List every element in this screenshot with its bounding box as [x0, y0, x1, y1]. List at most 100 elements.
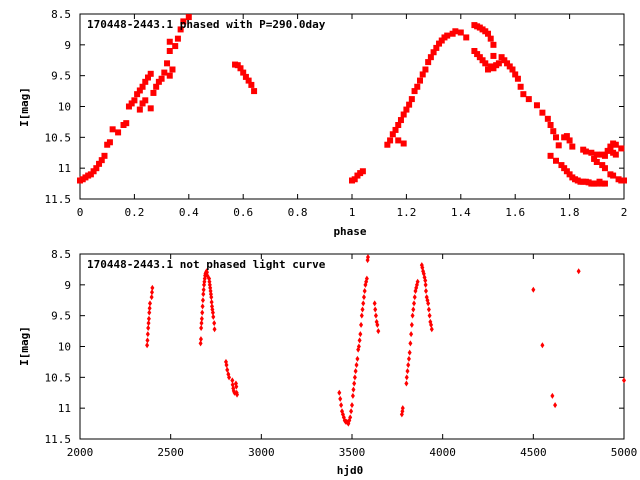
phased-data-point — [96, 160, 103, 167]
unphased-data-point — [405, 368, 410, 375]
unphased-data-point — [376, 328, 381, 335]
unphased-data-point — [404, 374, 409, 381]
unphased-data-point — [429, 321, 434, 328]
phased-data-point — [591, 155, 598, 162]
unphased-data-point — [408, 340, 413, 347]
unphased-data-point — [147, 300, 152, 307]
phased-data-point — [566, 137, 573, 144]
phased-data-point — [384, 141, 391, 148]
phased-data-point — [134, 91, 141, 98]
unphased-data-point — [373, 306, 378, 313]
phased-data-point — [180, 18, 187, 25]
phased-data-point — [533, 102, 540, 109]
phased-data-point — [422, 66, 429, 73]
phased-data-point — [599, 162, 606, 169]
phased-y-tick-label: 11 — [58, 162, 71, 175]
phased-data-point — [411, 88, 418, 95]
unphased-data-point — [145, 342, 150, 349]
unphased-data-point — [553, 402, 558, 409]
unphased-data-point — [199, 325, 204, 331]
phased-data-point — [177, 26, 184, 33]
phased-data-point — [433, 44, 440, 51]
phased-data-point — [612, 141, 619, 148]
phased-data-point — [101, 152, 108, 159]
unphased-data-point — [224, 362, 229, 368]
phased-x-tick-label: 0.6 — [233, 206, 253, 219]
phased-data-point — [136, 87, 143, 94]
unphased-data-point — [212, 326, 217, 333]
unphased-data-point — [364, 275, 369, 282]
phased-data-point — [136, 106, 143, 113]
unphased-data-point — [360, 306, 365, 313]
unphased-data-point — [349, 408, 354, 415]
phased-data-point — [436, 40, 443, 47]
unphased-data-point — [412, 294, 417, 301]
unphased-data-point — [198, 340, 203, 347]
phased-data-point — [498, 54, 505, 61]
unphased-data-point — [404, 380, 409, 387]
phased-y-axis-label: I[mag] — [18, 87, 31, 127]
unphased-data-point — [358, 331, 363, 338]
phased-data-point — [155, 78, 162, 85]
unphased-data-point — [149, 289, 154, 296]
unphased-data-point — [550, 392, 555, 399]
phased-data-point — [161, 69, 168, 76]
unphased-data-point — [339, 402, 344, 409]
phased-x-tick-label: 1 — [349, 206, 356, 219]
phased-data-point — [485, 66, 491, 73]
phased-data-point — [563, 133, 570, 140]
phased-data-point — [145, 74, 151, 81]
unphased-chart-title: 170448-2443.1 not phased light curve — [87, 258, 326, 271]
phased-data-point — [142, 97, 149, 104]
phased-data-point — [612, 151, 619, 158]
phased-data-point — [87, 171, 94, 178]
unphased-data-point — [353, 368, 358, 375]
unphased-data-point — [361, 294, 366, 301]
phased-x-tick-label: 1.2 — [396, 206, 416, 219]
unphased-data-point — [373, 312, 378, 319]
unphased-data-point — [149, 294, 154, 301]
unphased-data-point — [361, 300, 366, 307]
phased-data-point — [566, 171, 573, 178]
phased-data-point — [139, 100, 146, 107]
phased-data-point — [463, 34, 470, 41]
phased-x-tick-label: 1.6 — [505, 206, 525, 219]
phased-y-tick-label: 11.5 — [45, 193, 72, 206]
phased-data-point — [417, 77, 423, 84]
phased-plot-frame — [79, 13, 625, 200]
unphased-data-point — [356, 343, 361, 350]
phased-data-point — [125, 103, 132, 110]
phased-data-point — [482, 60, 489, 67]
phased-data-point — [563, 168, 570, 175]
phased-data-point — [403, 106, 410, 113]
unphased-x-tick-label: 4000 — [429, 446, 456, 459]
unphased-data-point — [337, 389, 342, 396]
unphased-data-point — [409, 331, 414, 338]
phased-data-point — [430, 49, 437, 56]
unphased-y-tick-label: 11 — [58, 402, 71, 415]
phased-data-point — [607, 146, 614, 153]
phased-data-point — [425, 59, 432, 66]
phased-data-point — [395, 122, 402, 128]
phased-data-point — [514, 75, 521, 82]
phased-y-tick-label: 10 — [58, 101, 71, 114]
phased-data-point — [389, 131, 396, 138]
phased-data-point — [452, 28, 459, 35]
unphased-data-point — [365, 254, 370, 261]
phased-data-point — [359, 168, 366, 175]
phased-data-point — [427, 54, 434, 61]
unphased-data-point — [200, 297, 205, 304]
phased-data-point — [569, 143, 576, 150]
phased-data-point — [400, 111, 407, 118]
phased-data-point — [395, 137, 402, 144]
phased-data-point — [397, 117, 404, 124]
phased-data-point — [185, 14, 192, 21]
unphased-data-point — [540, 342, 545, 349]
phased-data-point — [174, 35, 181, 42]
unphased-data-point — [372, 300, 377, 307]
unphased-data-point — [406, 362, 411, 368]
phased-data-point — [550, 128, 557, 135]
unphased-data-point — [354, 362, 359, 368]
phased-x-tick-label: 1.8 — [560, 206, 580, 219]
